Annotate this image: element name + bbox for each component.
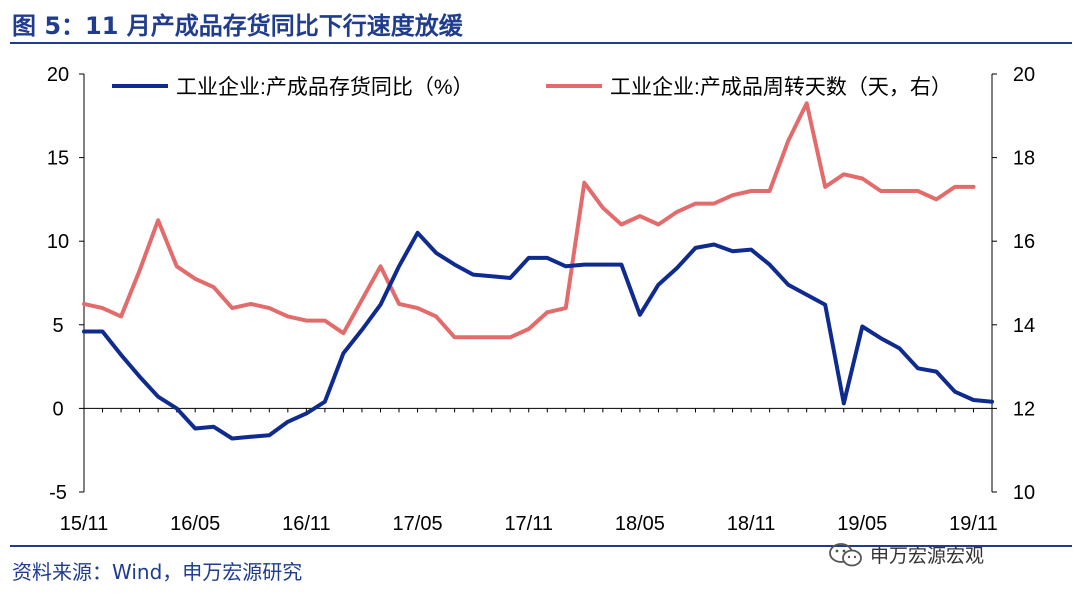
x-tick-label: 19/11: [949, 513, 998, 535]
y-right-tick-label: 16: [1013, 231, 1035, 253]
legend: 工业企业:产成品存货同比（%） 工业企业:产成品周转天数（天，右）: [112, 76, 952, 99]
x-tick-label: 15/11: [60, 513, 109, 535]
plot-frame: [83, 74, 993, 492]
x-tick-label: 19/05: [837, 513, 887, 535]
y-left-tick-label: -5: [49, 482, 67, 504]
y-left-tick-label: 0: [52, 398, 63, 420]
x-tick-label: 17/11: [504, 513, 553, 535]
y-right-tick-label: 10: [1013, 482, 1035, 504]
y-right-tick-label: 20: [1013, 64, 1035, 86]
series-line-inventory-yoy: [82, 230, 994, 441]
x-tick-label: 16/05: [170, 513, 220, 535]
y-left-tick-label: 15: [47, 148, 69, 170]
x-axis: 15/11 16/05 16/11 17/05 17/11 18/05 18/11 19/05…: [60, 407, 998, 535]
series-layer: [82, 101, 994, 441]
y-left-axis: 20 15 10 5 0 -5: [47, 64, 84, 504]
source-rule: [10, 545, 1072, 547]
title-rule: [10, 42, 1072, 44]
x-tick-label: 17/05: [393, 513, 443, 535]
watermark-text: 申万宏源宏观: [870, 545, 985, 567]
series-line-turnover-days: [82, 101, 976, 340]
y-right-tick-label: 18: [1013, 148, 1035, 170]
y-left-tick-label: 10: [47, 231, 69, 253]
legend-label: 工业企业:产成品周转天数（天，右）: [610, 76, 952, 99]
y-right-tick-label: 12: [1013, 398, 1035, 420]
y-right-tick-label: 14: [1013, 315, 1035, 337]
x-tick-label: 18/05: [615, 513, 665, 535]
line-chart: 15/11 16/05 16/11 17/05 17/11 18/05 18/11 19/05…: [47, 64, 1035, 535]
y-left-tick-label: 20: [47, 64, 69, 86]
x-tick-label: 16/11: [282, 513, 331, 535]
y-right-axis: 20 18 16 14 12 10: [992, 64, 1035, 504]
source-note: 资料来源：Wind，申万宏源研究: [12, 560, 303, 584]
watermark: 申万宏源宏观: [828, 541, 984, 568]
figure-title: 图 5：11 月产成品存货同比下行速度放缓: [12, 12, 463, 40]
legend-label: 工业企业:产成品存货同比（%）: [176, 76, 474, 99]
x-tick-label: 18/11: [727, 513, 776, 535]
y-left-tick-label: 5: [52, 315, 63, 337]
wechat-icon: [829, 542, 862, 566]
